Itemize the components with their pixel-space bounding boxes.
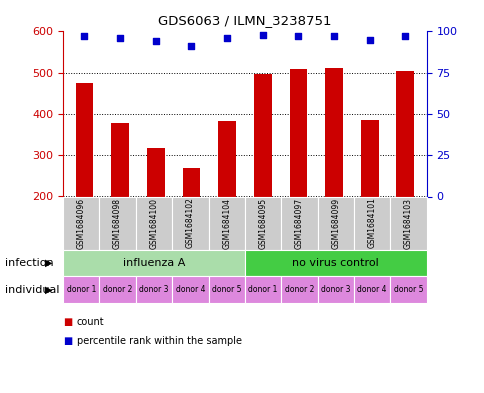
Text: no virus control: no virus control xyxy=(292,258,378,268)
Text: donor 1: donor 1 xyxy=(66,285,96,294)
Text: percentile rank within the sample: percentile rank within the sample xyxy=(76,336,241,346)
Point xyxy=(401,33,408,40)
Text: ■: ■ xyxy=(63,317,72,327)
Bar xyxy=(111,123,129,196)
Bar xyxy=(289,68,307,196)
Bar xyxy=(360,120,378,196)
Text: donor 5: donor 5 xyxy=(212,285,241,294)
Point xyxy=(80,33,88,40)
Text: donor 4: donor 4 xyxy=(357,285,386,294)
Point xyxy=(365,37,373,43)
Text: infection: infection xyxy=(5,258,53,268)
Text: GSM1684097: GSM1684097 xyxy=(294,197,303,249)
Text: GSM1684101: GSM1684101 xyxy=(367,198,376,248)
Text: donor 3: donor 3 xyxy=(139,285,168,294)
Text: donor 2: donor 2 xyxy=(284,285,314,294)
Text: ▶: ▶ xyxy=(45,258,52,268)
Bar xyxy=(76,83,93,196)
Bar xyxy=(395,72,413,196)
Text: ▶: ▶ xyxy=(45,285,52,295)
Text: GSM1684098: GSM1684098 xyxy=(113,198,122,248)
Bar xyxy=(218,121,236,196)
Text: donor 4: donor 4 xyxy=(175,285,205,294)
Text: GSM1684096: GSM1684096 xyxy=(76,197,86,249)
Text: individual: individual xyxy=(5,285,59,295)
Text: GSM1684103: GSM1684103 xyxy=(403,198,412,248)
Text: GSM1684104: GSM1684104 xyxy=(222,198,231,248)
Text: donor 3: donor 3 xyxy=(320,285,350,294)
Text: ■: ■ xyxy=(63,336,72,346)
Point xyxy=(116,35,124,41)
Text: GSM1684099: GSM1684099 xyxy=(331,197,340,249)
Point xyxy=(330,33,337,40)
Point xyxy=(151,38,159,44)
Text: GSM1684100: GSM1684100 xyxy=(149,198,158,248)
Text: donor 1: donor 1 xyxy=(248,285,277,294)
Text: donor 5: donor 5 xyxy=(393,285,423,294)
Bar xyxy=(324,68,342,196)
Text: count: count xyxy=(76,317,104,327)
Point xyxy=(294,33,302,40)
Bar xyxy=(253,73,271,196)
Bar xyxy=(147,148,165,196)
Point xyxy=(187,43,195,50)
Point xyxy=(258,31,266,38)
Text: GSM1684095: GSM1684095 xyxy=(258,197,267,249)
Text: influenza A: influenza A xyxy=(122,258,185,268)
Text: donor 2: donor 2 xyxy=(103,285,132,294)
Point xyxy=(223,35,230,41)
Title: GDS6063 / ILMN_3238751: GDS6063 / ILMN_3238751 xyxy=(158,15,331,28)
Bar xyxy=(182,167,200,196)
Text: GSM1684102: GSM1684102 xyxy=(185,198,195,248)
